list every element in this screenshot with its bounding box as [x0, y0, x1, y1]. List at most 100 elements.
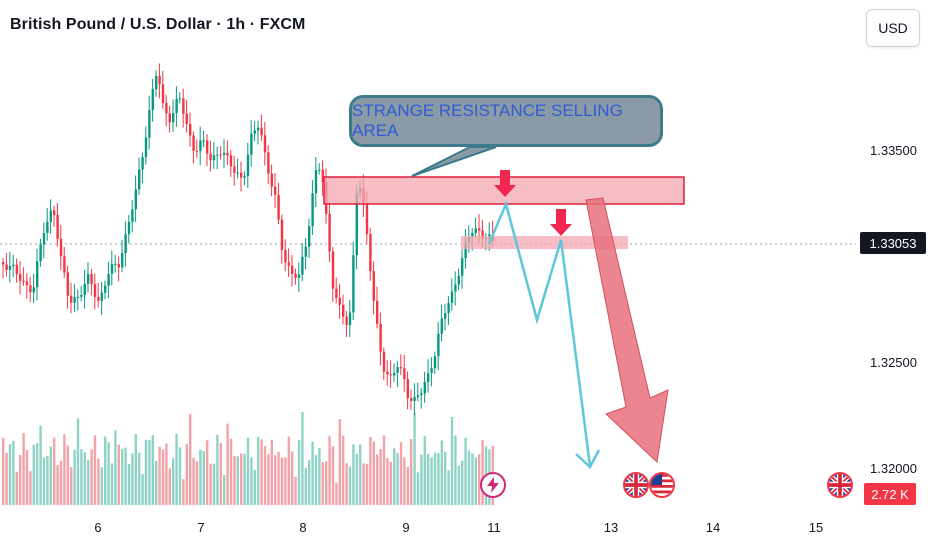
volume-bar — [291, 451, 294, 505]
candle-body — [454, 284, 457, 292]
volume-bar — [202, 451, 205, 505]
volume-bar — [270, 439, 273, 505]
candle-body — [365, 203, 369, 235]
candle-body — [240, 172, 243, 178]
volume-bar — [413, 413, 416, 505]
volume-bar — [195, 461, 199, 505]
candle-body — [308, 226, 311, 247]
projection-arrowhead — [575, 449, 601, 470]
candle-body — [93, 284, 97, 297]
candle-body — [80, 294, 83, 297]
candle-body — [39, 244, 42, 262]
volume-bar — [19, 455, 22, 505]
volume-bar — [478, 454, 481, 505]
projection-path — [487, 200, 592, 467]
volume-bar — [263, 446, 267, 505]
candle-body — [471, 232, 474, 238]
candle-body — [76, 296, 80, 298]
volume-bar — [100, 467, 103, 505]
candle-body — [301, 256, 304, 275]
candle-body — [246, 154, 250, 176]
candle-body — [83, 283, 86, 295]
candle-body — [457, 275, 460, 285]
volume-bar — [386, 458, 389, 505]
candle-body — [481, 230, 484, 239]
candle-body — [53, 210, 56, 215]
volume-bar — [474, 457, 477, 505]
volume-bar — [53, 437, 56, 505]
chart-title: British Pound / U.S. Dollar · 1h · FXCM — [10, 16, 306, 33]
candle-body — [260, 127, 263, 136]
candle-body — [440, 318, 443, 334]
volume-bar — [29, 471, 32, 505]
candle-body — [56, 214, 59, 239]
volume-bar — [138, 452, 141, 505]
volume-bar — [46, 456, 49, 505]
candle-body — [117, 263, 120, 268]
us-flag-icon[interactable] — [649, 472, 675, 498]
candle-body — [32, 287, 35, 293]
volume-bar — [121, 448, 124, 505]
currency-button[interactable]: USD — [866, 9, 920, 47]
volume-bar — [274, 455, 277, 505]
annotations — [323, 146, 685, 470]
candle-body — [399, 367, 403, 369]
volume-bar — [464, 437, 467, 505]
candle-body — [250, 133, 253, 155]
candle-body — [42, 232, 46, 245]
volume-bar — [42, 457, 46, 505]
x-tick-label: 14 — [705, 520, 721, 535]
volume-bar — [144, 439, 148, 505]
volume-bar — [301, 411, 304, 505]
volume-bar — [32, 444, 35, 505]
candle-body — [416, 395, 420, 397]
volume-bar — [134, 434, 137, 505]
volume-bar — [393, 448, 396, 505]
candle-body — [406, 379, 409, 399]
volume-bar — [175, 433, 178, 505]
candle-body — [396, 367, 399, 374]
candle-body — [352, 255, 355, 313]
volume-bar — [416, 472, 420, 505]
volume-bar — [267, 454, 270, 505]
volume-bar — [311, 441, 314, 505]
volume-bar — [151, 435, 154, 505]
volume-bar — [87, 459, 90, 505]
resistance-zone-lower — [461, 236, 628, 249]
lightning-icon[interactable] — [480, 472, 506, 498]
candle-body — [148, 109, 151, 138]
volume-bar — [420, 454, 423, 505]
candle-body — [450, 291, 454, 303]
x-tick-label: 7 — [197, 520, 205, 535]
volume-bar — [304, 467, 307, 505]
x-tick-label: 6 — [94, 520, 102, 535]
volume-bar — [427, 453, 430, 505]
candle-body — [202, 140, 205, 142]
x-tick-label: 15 — [808, 520, 824, 535]
candle-body — [311, 193, 314, 227]
volume-bar — [117, 444, 120, 505]
volume-bar — [447, 470, 450, 505]
uk-flag-icon[interactable] — [827, 472, 853, 498]
candle-body — [121, 253, 124, 268]
candle-body — [274, 186, 277, 195]
volume-bar — [93, 435, 97, 505]
volume-bar — [250, 457, 253, 505]
volume-bar — [83, 452, 86, 505]
candle-body — [355, 192, 358, 256]
candle-body — [369, 234, 372, 272]
volume-bar — [297, 440, 301, 505]
candle-body — [158, 75, 161, 85]
candle-body — [5, 264, 8, 270]
uk-flag-icon[interactable] — [623, 472, 649, 498]
volume-bar — [444, 451, 447, 505]
volume-bar — [131, 453, 134, 505]
volume-bar — [365, 463, 369, 505]
candles — [2, 63, 494, 415]
y-tick-label: 1.32000 — [870, 461, 917, 476]
candle-body — [444, 313, 447, 319]
volume-bar — [63, 434, 66, 505]
volume-bar — [389, 461, 392, 505]
